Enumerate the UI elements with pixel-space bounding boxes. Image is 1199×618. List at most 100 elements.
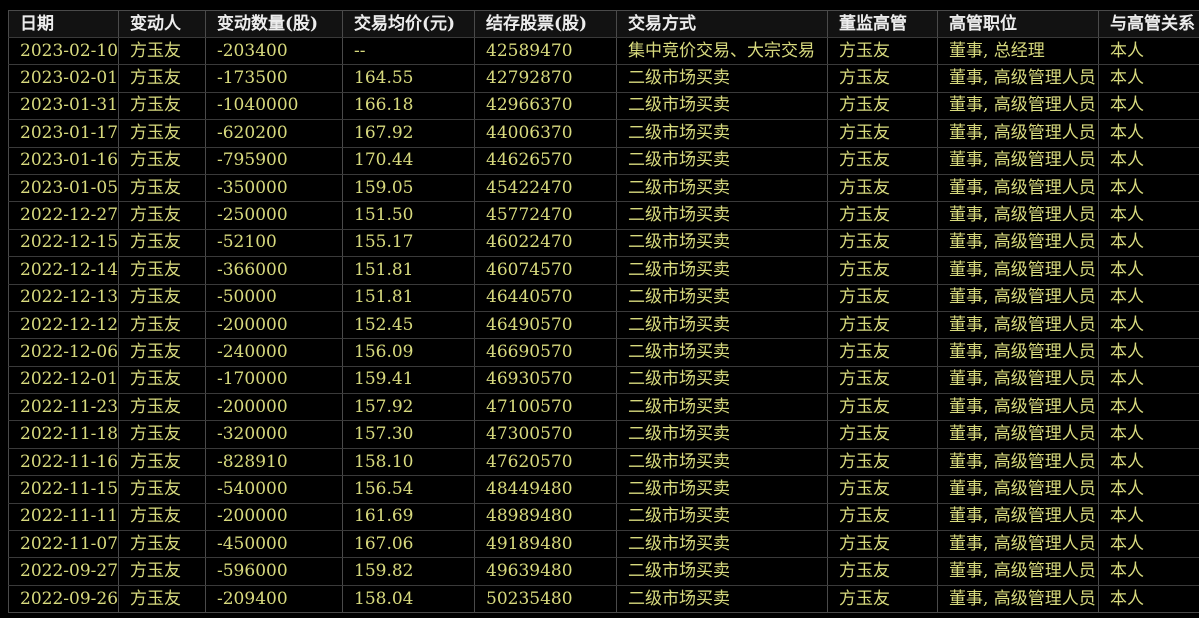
cell-relation: 本人 (1098, 283, 1199, 312)
cell-change-quantity: -795900 (205, 146, 343, 175)
table-row[interactable]: 2022-11-16 方玉友 -828910 158.10 47620570 二级市场买卖… (8, 447, 1199, 477)
cell-relation: 本人 (1098, 36, 1199, 66)
table-row[interactable]: 2022-11-15 方玉友 -540000 156.54 48449480 二级市场买卖… (8, 475, 1199, 504)
cell-relation: 本人 (1098, 228, 1199, 258)
cell-trade-method: 二级市场买卖 (616, 283, 828, 312)
cell-trade-method: 二级市场买卖 (616, 475, 828, 504)
cell-date: 2022-09-26 (8, 584, 119, 614)
cell-position: 董事, 高级管理人员 (937, 146, 1099, 175)
cell-change-quantity: -450000 (205, 530, 343, 559)
executive-shareholding-changes-table: 日期 变动人 变动数量(股) 交易均价(元) 结存股票(股) 交易方式 董监高管… (8, 10, 1199, 614)
table-row[interactable]: 2022-12-13 方玉友 -50000 151.81 46440570 二级市场买卖方… (8, 283, 1199, 312)
cell-executive: 方玉友 (827, 420, 938, 449)
cell-position: 董事, 高级管理人员 (937, 530, 1099, 559)
cell-person: 方玉友 (118, 228, 206, 258)
cell-change-quantity: -320000 (205, 420, 343, 449)
column-header-executive: 董监高管 (827, 10, 938, 38)
table-row[interactable]: 2022-12-12 方玉友 -200000 152.45 46490570 二级市场买卖… (8, 310, 1199, 340)
cell-date: 2023-01-16 (8, 146, 119, 175)
cell-balance-shares: 46440570 (474, 283, 617, 312)
cell-executive: 方玉友 (827, 584, 938, 614)
cell-executive: 方玉友 (827, 502, 938, 532)
cell-date: 2023-01-31 (8, 91, 119, 121)
cell-position: 董事, 高级管理人员 (937, 447, 1099, 477)
cell-relation: 本人 (1098, 530, 1199, 559)
cell-relation: 本人 (1098, 173, 1199, 203)
cell-trade-method: 二级市场买卖 (616, 201, 828, 230)
cell-change-quantity: -620200 (205, 119, 343, 148)
table-row[interactable]: 2022-11-07 方玉友 -450000 167.06 49189480 二级市场买卖… (8, 530, 1199, 559)
cell-avg-price: 167.92 (342, 119, 475, 148)
cell-executive: 方玉友 (827, 557, 938, 586)
cell-relation: 本人 (1098, 119, 1199, 148)
cell-relation: 本人 (1098, 146, 1199, 175)
cell-person: 方玉友 (118, 91, 206, 121)
cell-change-quantity: -200000 (205, 393, 343, 422)
cell-change-quantity: -209400 (205, 584, 343, 614)
column-header-avg-price: 交易均价(元) (342, 10, 475, 38)
cell-relation: 本人 (1098, 201, 1199, 230)
cell-executive: 方玉友 (827, 64, 938, 93)
cell-relation: 本人 (1098, 502, 1199, 532)
cell-trade-method: 二级市场买卖 (616, 557, 828, 586)
cell-balance-shares: 49189480 (474, 530, 617, 559)
cell-person: 方玉友 (118, 283, 206, 312)
cell-avg-price: 156.54 (342, 475, 475, 504)
table-row[interactable]: 2022-09-27 方玉友 -596000 159.82 49639480 二级市场买卖… (8, 557, 1199, 586)
table-row[interactable]: 2022-11-23 方玉友 -200000 157.92 47100570 二级市场买卖… (8, 393, 1199, 422)
cell-balance-shares: 45422470 (474, 173, 617, 203)
cell-balance-shares: 50235480 (474, 584, 617, 614)
cell-balance-shares: 46490570 (474, 310, 617, 340)
table-row[interactable]: 2023-01-05 方玉友 -350000 159.05 45422470 二级市场买卖… (8, 173, 1199, 203)
cell-date: 2023-02-10 (8, 36, 119, 66)
table-row[interactable]: 2022-12-14 方玉友 -366000 151.81 46074570 二级市场买卖… (8, 256, 1199, 285)
table-row[interactable]: 2023-02-10 方玉友 -203400 -- 42589470 集中竞价交易、大宗交… (8, 36, 1199, 66)
table-header-row: 日期 变动人 变动数量(股) 交易均价(元) 结存股票(股) 交易方式 董监高管… (8, 10, 1199, 38)
table-row[interactable]: 2022-12-15 方玉友 -52100 155.17 46022470 二级市场买卖方… (8, 228, 1199, 258)
cell-avg-price: 157.92 (342, 393, 475, 422)
cell-position: 董事, 高级管理人员 (937, 91, 1099, 121)
cell-date: 2022-11-16 (8, 447, 119, 477)
cell-date: 2022-12-01 (8, 365, 119, 395)
cell-date: 2022-11-07 (8, 530, 119, 559)
table-row[interactable]: 2022-11-11 方玉友 -200000 161.69 48989480 二级市场买卖… (8, 502, 1199, 532)
cell-balance-shares: 42792870 (474, 64, 617, 93)
cell-balance-shares: 46022470 (474, 228, 617, 258)
cell-executive: 方玉友 (827, 283, 938, 312)
cell-change-quantity: -366000 (205, 256, 343, 285)
cell-relation: 本人 (1098, 420, 1199, 449)
cell-change-quantity: -170000 (205, 365, 343, 395)
cell-trade-method: 集中竞价交易、大宗交易 (616, 36, 828, 66)
cell-executive: 方玉友 (827, 146, 938, 175)
table-row[interactable]: 2023-01-16 方玉友 -795900 170.44 44626570 二级市场买卖… (8, 146, 1199, 175)
cell-executive: 方玉友 (827, 393, 938, 422)
column-header-person: 变动人 (118, 10, 206, 38)
cell-executive: 方玉友 (827, 310, 938, 340)
cell-avg-price: 158.10 (342, 447, 475, 477)
cell-executive: 方玉友 (827, 201, 938, 230)
table-row[interactable]: 2022-09-26 方玉友 -209400 158.04 50235480 二级市场买卖… (8, 584, 1199, 614)
table-row[interactable]: 2022-11-18 方玉友 -320000 157.30 47300570 二级市场买卖… (8, 420, 1199, 449)
table-row[interactable]: 2023-01-31 方玉友 -1040000 166.18 42966370 二级市场买… (8, 91, 1199, 121)
cell-executive: 方玉友 (827, 447, 938, 477)
cell-trade-method: 二级市场买卖 (616, 256, 828, 285)
cell-person: 方玉友 (118, 338, 206, 367)
cell-change-quantity: -52100 (205, 228, 343, 258)
cell-date: 2023-01-17 (8, 119, 119, 148)
table-row[interactable]: 2022-12-01 方玉友 -170000 159.41 46930570 二级市场买卖… (8, 365, 1199, 395)
cell-trade-method: 二级市场买卖 (616, 584, 828, 614)
table-row[interactable]: 2022-12-27 方玉友 -250000 151.50 45772470 二级市场买卖… (8, 201, 1199, 230)
cell-avg-price: 164.55 (342, 64, 475, 93)
table-row[interactable]: 2023-01-17 方玉友 -620200 167.92 44006370 二级市场买卖… (8, 119, 1199, 148)
cell-relation: 本人 (1098, 475, 1199, 504)
table-row[interactable]: 2022-12-06 方玉友 -240000 156.09 46690570 二级市场买卖… (8, 338, 1199, 367)
cell-balance-shares: 49639480 (474, 557, 617, 586)
cell-relation: 本人 (1098, 365, 1199, 395)
cell-date: 2022-11-15 (8, 475, 119, 504)
cell-relation: 本人 (1098, 557, 1199, 586)
cell-change-quantity: -173500 (205, 64, 343, 93)
cell-avg-price: 155.17 (342, 228, 475, 258)
cell-person: 方玉友 (118, 584, 206, 614)
table-row[interactable]: 2023-02-01 方玉友 -173500 164.55 42792870 二级市场买卖… (8, 64, 1199, 93)
cell-executive: 方玉友 (827, 365, 938, 395)
